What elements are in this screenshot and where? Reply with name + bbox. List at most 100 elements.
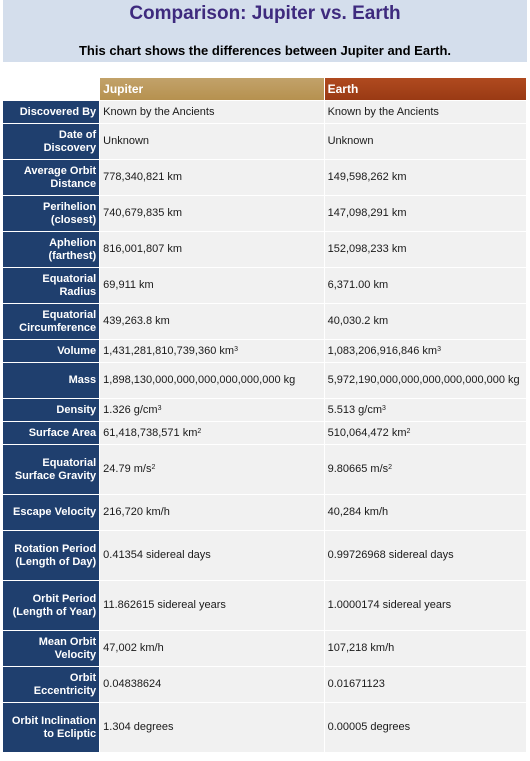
- earth-value-text: 40,030.2 km: [327, 315, 389, 327]
- row-label: Orbit Period (Length of Year): [3, 581, 100, 630]
- jupiter-value-text: 1.304 degrees: [103, 721, 174, 733]
- jupiter-value: 740,679,835 km: [100, 196, 324, 231]
- page-subtitle: This chart shows the differences between…: [78, 43, 452, 58]
- table-row: Escape Velocity 216,720 km/h 40,284 km/h: [3, 495, 526, 530]
- table-row: Date of Discovery Unknown Unknown: [3, 124, 526, 159]
- column-header-jupiter: Jupiter: [100, 78, 324, 100]
- row-label: Rotation Period (Length of Day): [3, 531, 100, 580]
- earth-value: 0.00005 degrees: [324, 703, 526, 752]
- unit-superscript: 3: [437, 345, 441, 353]
- earth-value-text: 0.01671123: [327, 678, 385, 690]
- column-header-earth: Earth: [324, 78, 526, 100]
- jupiter-value: 24.79 m/s2: [100, 445, 324, 494]
- jupiter-value: 61,418,738,571 km2: [100, 422, 324, 444]
- unit-superscript: 2: [197, 427, 202, 435]
- jupiter-value: 69,911 km: [100, 268, 324, 303]
- jupiter-value: 439,263.8 km: [100, 304, 324, 339]
- table-row: Aphelion (farthest) 816,001,807 km 152,098…: [3, 232, 526, 267]
- row-label: Mass: [3, 363, 100, 398]
- table-row: Average Orbit Distance 778,340,821 km 149,…: [3, 160, 526, 195]
- unit-superscript: 3: [234, 345, 238, 353]
- earth-value-text: Known by the Ancients: [327, 105, 439, 118]
- earth-value-text: 40,284 km/h: [327, 506, 389, 518]
- earth-value: 9.80665 m/s2: [324, 445, 526, 494]
- jupiter-value-text: 11.862615 sidereal years: [103, 599, 226, 611]
- table-row: Rotation Period (Length of Day) 0.41354 s…: [3, 531, 526, 580]
- earth-value: 149,598,262 km: [324, 160, 526, 195]
- earth-value: Unknown: [324, 124, 526, 159]
- earth-value: 5.513 g/cm3: [324, 399, 526, 421]
- earth-value-text: 1.0000174 sidereal years: [327, 599, 452, 611]
- row-label: Surface Area: [3, 422, 100, 444]
- row-label: Escape Velocity: [3, 495, 100, 530]
- corner-cell: [3, 78, 100, 100]
- unit-superscript: 3: [382, 404, 386, 412]
- jupiter-value-text: 778,340,821 km: [103, 171, 183, 183]
- table-row: Equatorial Surface Gravity 24.79 m/s2 9.80…: [3, 445, 526, 494]
- jupiter-value-text: 0.41354 sidereal days: [103, 549, 211, 561]
- jupiter-value-text: 1.326 g/cm: [103, 403, 158, 416]
- earth-value: 0.01671123: [324, 667, 526, 702]
- jupiter-value: Unknown: [100, 124, 324, 159]
- jupiter-value-text: 61,418,738,571 km: [103, 426, 198, 439]
- row-label: Average Orbit Distance: [3, 160, 100, 195]
- table-row: Mass 1,898,130,000,000,000,000,000,000 kg…: [3, 363, 526, 398]
- jupiter-value: 0.04838624: [100, 667, 324, 702]
- row-label: Perihelion (closest): [3, 196, 100, 231]
- jupiter-value: 11.862615 sidereal years: [100, 581, 324, 630]
- jupiter-value-text: 24.79 m/s: [103, 463, 152, 475]
- unit-superscript: 2: [406, 427, 411, 435]
- table-row: Orbit Eccentricity 0.04838624 0.01671123: [3, 667, 526, 702]
- earth-value: 5,972,190,000,000,000,000,000,000 kg: [324, 363, 526, 398]
- jupiter-value: 0.41354 sidereal days: [100, 531, 324, 580]
- jupiter-value: 816,001,807 km: [100, 232, 324, 267]
- table-row: Orbit Inclination to Ecliptic 1.304 degre…: [3, 703, 526, 752]
- jupiter-value: 1.304 degrees: [100, 703, 324, 752]
- unit-superscript: 3: [157, 404, 162, 412]
- jupiter-value-text: Known by the Ancients: [103, 105, 215, 118]
- earth-value-text: 9.80665 m/s: [327, 463, 389, 475]
- jupiter-value-text: 740,679,835 km: [103, 207, 183, 219]
- row-label: Aphelion (farthest): [3, 232, 100, 267]
- earth-value-text: 147,098,291 km: [327, 207, 407, 219]
- row-label: Date of Discovery: [3, 124, 100, 159]
- jupiter-value-text: 439,263.8 km: [103, 315, 170, 327]
- earth-value-text: 152,098,233 km: [327, 243, 407, 255]
- table-row: Surface Area 61,418,738,571 km2 510,064,47…: [3, 422, 526, 444]
- jupiter-value-text: 1,898,130,000,000,000,000,000,000 kg: [103, 374, 296, 386]
- earth-value: 40,284 km/h: [324, 495, 526, 530]
- unit-superscript: 2: [151, 464, 156, 471]
- comparison-table: Jupiter Earth Discovered By Known by the …: [2, 77, 527, 753]
- row-label: Mean Orbit Velocity: [3, 631, 100, 666]
- earth-value: 40,030.2 km: [324, 304, 526, 339]
- table-row: Density 1.326 g/cm3 5.513 g/cm3: [3, 399, 526, 421]
- earth-value: 152,098,233 km: [324, 232, 526, 267]
- earth-value-text: 0.00005 degrees: [327, 721, 411, 733]
- jupiter-value: 1,898,130,000,000,000,000,000,000 kg: [100, 363, 324, 398]
- row-label: Density: [3, 399, 100, 421]
- earth-value-text: 0.99726968 sidereal days: [327, 549, 454, 561]
- jupiter-value: 1.326 g/cm3: [100, 399, 324, 421]
- jupiter-value-text: 69,911 km: [103, 279, 154, 291]
- earth-value: 6,371.00 km: [324, 268, 526, 303]
- jupiter-value: Known by the Ancients: [100, 101, 324, 123]
- table-header-row: Jupiter Earth: [3, 78, 526, 100]
- table-row: Equatorial Radius 69,911 km 6,371.00 km: [3, 268, 526, 303]
- jupiter-value-text: 1,431,281,810,739,360 km: [103, 344, 235, 357]
- table-row: Mean Orbit Velocity 47,002 km/h 107,218 km…: [3, 631, 526, 666]
- unit-superscript: 2: [388, 464, 393, 471]
- row-label: Orbit Inclination to Ecliptic: [3, 703, 100, 752]
- jupiter-value-text: Unknown: [103, 135, 150, 147]
- row-label: Equatorial Circumference: [3, 304, 100, 339]
- earth-value-text: 1,083,206,916,846 km: [327, 344, 438, 357]
- jupiter-value-text: 47,002 km/h: [103, 642, 164, 654]
- row-label: Discovered By: [3, 101, 100, 123]
- table-body: Discovered By Known by the Ancients Known …: [3, 101, 526, 752]
- earth-value: 147,098,291 km: [324, 196, 526, 231]
- earth-value-text: Unknown: [327, 135, 374, 147]
- jupiter-value: 778,340,821 km: [100, 160, 324, 195]
- earth-value-text: 5.513 g/cm: [327, 403, 383, 416]
- jupiter-value: 47,002 km/h: [100, 631, 324, 666]
- earth-value: Known by the Ancients: [324, 101, 526, 123]
- earth-value-text: 107,218 km/h: [327, 642, 395, 654]
